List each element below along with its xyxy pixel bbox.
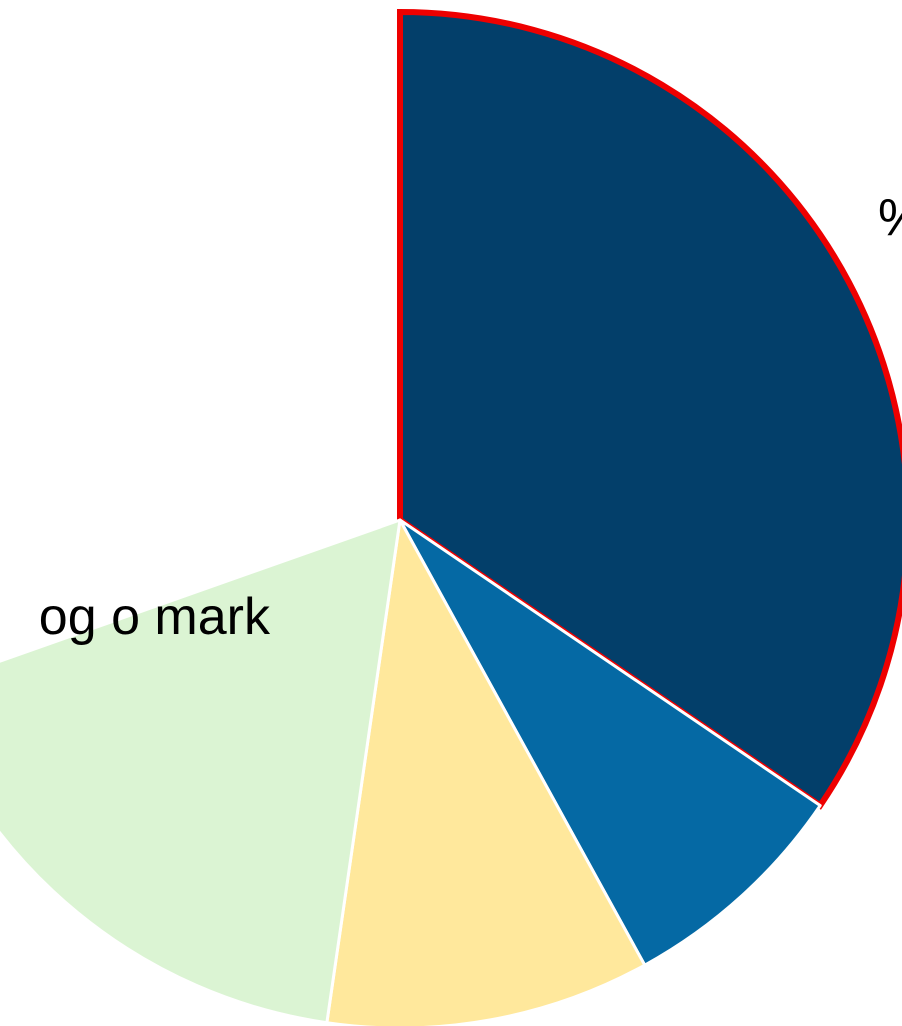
pie-slice-1-highlight [397,8,902,810]
pie-labels: % og o mark [39,189,902,646]
pie-slice-3 [325,518,647,1026]
partial-label-slice: og o mark [39,588,271,646]
partial-label-percent: % [878,189,902,247]
pie-slice-4 [0,518,402,1025]
pie-slices [0,8,902,1026]
pie-slice-2 [398,518,822,967]
